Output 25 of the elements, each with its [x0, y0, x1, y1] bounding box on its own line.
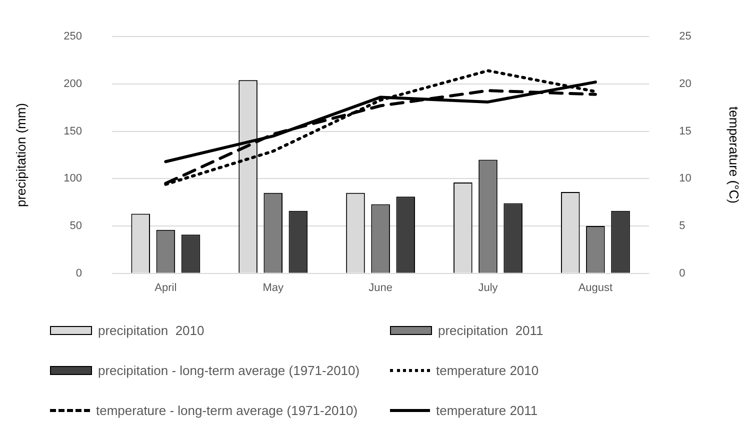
legend-label: temperature 2011: [436, 402, 538, 418]
y-tick-label: 0: [76, 267, 82, 280]
legend-label: precipitation - long-term average (1971-2010): [98, 362, 360, 378]
x-tick-label: July: [478, 282, 498, 294]
legend-label: precipitation 2011: [438, 322, 544, 338]
y2-tick-label: 15: [679, 125, 692, 138]
x-tick-label: June: [368, 282, 392, 294]
y-tick-label: 50: [70, 220, 82, 232]
x-tick-label: April: [154, 282, 177, 294]
x-tick-label: August: [578, 282, 613, 294]
legend-label: temperature 2010: [436, 362, 539, 378]
y-axis-title: precipitation (mm): [13, 102, 28, 208]
y2-tick-label: 0: [679, 267, 686, 280]
y2-tick-label: 20: [679, 78, 692, 90]
y-tick-label: 250: [64, 30, 82, 43]
y2-tick-label: 5: [679, 220, 686, 232]
y-tick-label: 200: [64, 78, 82, 90]
y2-tick-label: 25: [679, 30, 692, 43]
legend-label: precipitation 2010: [98, 322, 204, 338]
y-tick-label: 150: [64, 125, 82, 138]
legend-label: temperature - long-term average (1971-2010): [96, 402, 358, 418]
y-tick-label: 100: [64, 172, 82, 185]
y2-tick-label: 10: [679, 172, 692, 185]
x-tick-label: May: [262, 282, 284, 294]
y2-axis-title: temperature (°C): [726, 106, 742, 204]
